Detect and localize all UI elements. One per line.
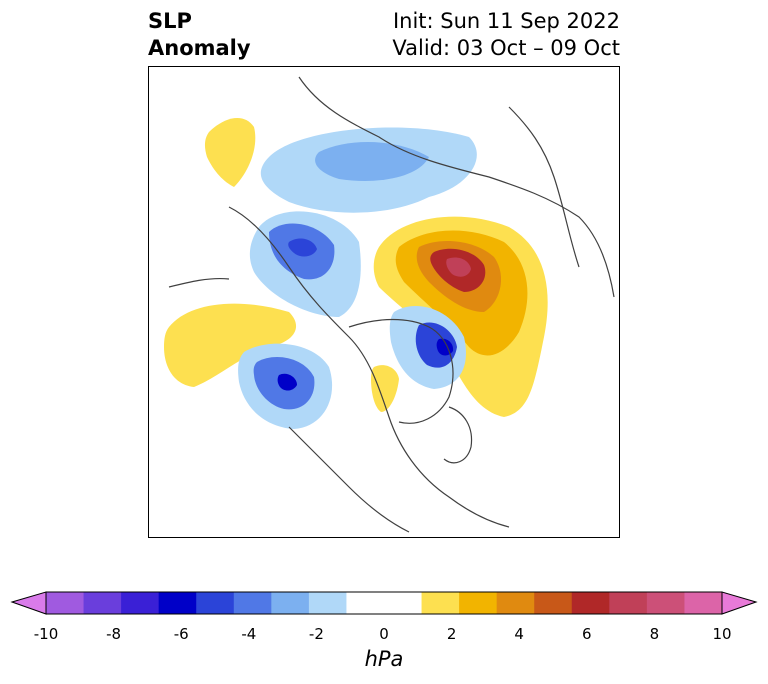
- colorbar-unit: hPa: [364, 647, 404, 671]
- colorbar-tick-label: 8: [649, 625, 660, 643]
- colorbar-cell: [158, 592, 197, 614]
- colorbar-tick-label: 0: [379, 625, 389, 643]
- colorbar-cell: [384, 592, 423, 614]
- colorbar-cell: [646, 592, 685, 614]
- colorbar-left-arrow: [10, 591, 47, 615]
- colorbar-tick-label: 2: [446, 625, 457, 643]
- colorbar-cell: [271, 592, 310, 614]
- colorbar-cell: [459, 592, 498, 614]
- anomaly-map: [164, 76, 615, 533]
- coastlines: [168, 76, 615, 533]
- anomaly-neg-west-core: [288, 238, 317, 257]
- colorbar-tick-label: -4: [241, 625, 257, 643]
- colorbar-tick-label: 6: [582, 625, 592, 643]
- colorbar-cell: [346, 592, 385, 614]
- anomaly-pos-hudson: [371, 365, 399, 412]
- colorbar-cell: [308, 592, 347, 614]
- colorbar-cell: [196, 592, 235, 614]
- map-title: SLP Anomaly: [148, 8, 251, 62]
- colorbar-cell: [421, 592, 460, 614]
- anomaly-pos-siberia-core: [446, 257, 471, 277]
- colorbar-tick-label: -10: [33, 625, 59, 643]
- colorbar-cell: [609, 592, 648, 614]
- colorbar-cell: [83, 592, 122, 614]
- colorbar-tick-label: -8: [106, 625, 122, 643]
- map-panel: [148, 66, 620, 538]
- colorbar-cells: [46, 592, 723, 614]
- init-date: Init: Sun 11 Sep 2022: [392, 9, 620, 33]
- colorbar-cell: [534, 592, 573, 614]
- anomaly-neg-alaska-core: [277, 373, 297, 391]
- title-line-1: SLP: [148, 9, 192, 33]
- colorbar: [10, 591, 758, 615]
- valid-range: Valid: 03 Oct – 09 Oct: [392, 36, 620, 60]
- colorbar-cell: [571, 592, 610, 614]
- colorbar-right-arrow: [721, 591, 758, 615]
- colorbar-cell: [233, 592, 272, 614]
- anomaly-neg-greenland-mid: [415, 322, 457, 368]
- colorbar-tick-label: 4: [514, 625, 524, 643]
- colorbar-tick-label: -2: [308, 625, 324, 643]
- map-subtitle: Init: Sun 11 Sep 2022 Valid: 03 Oct – 09…: [392, 8, 620, 62]
- colorbar-tick-label: -6: [173, 625, 189, 643]
- anomaly-neg-arctic-core: [315, 141, 429, 181]
- title-line-2: Anomaly: [148, 36, 251, 60]
- colorbar-cell: [496, 592, 535, 614]
- anomaly-pos-atlantic: [204, 117, 256, 187]
- colorbar-cell: [121, 592, 160, 614]
- colorbar-cell: [46, 592, 85, 614]
- anomaly-pos-pacific: [164, 303, 297, 387]
- colorbar-outline: [45, 591, 723, 615]
- colorbar-cell: [684, 592, 723, 614]
- colorbar-tick-label: 10: [712, 625, 732, 643]
